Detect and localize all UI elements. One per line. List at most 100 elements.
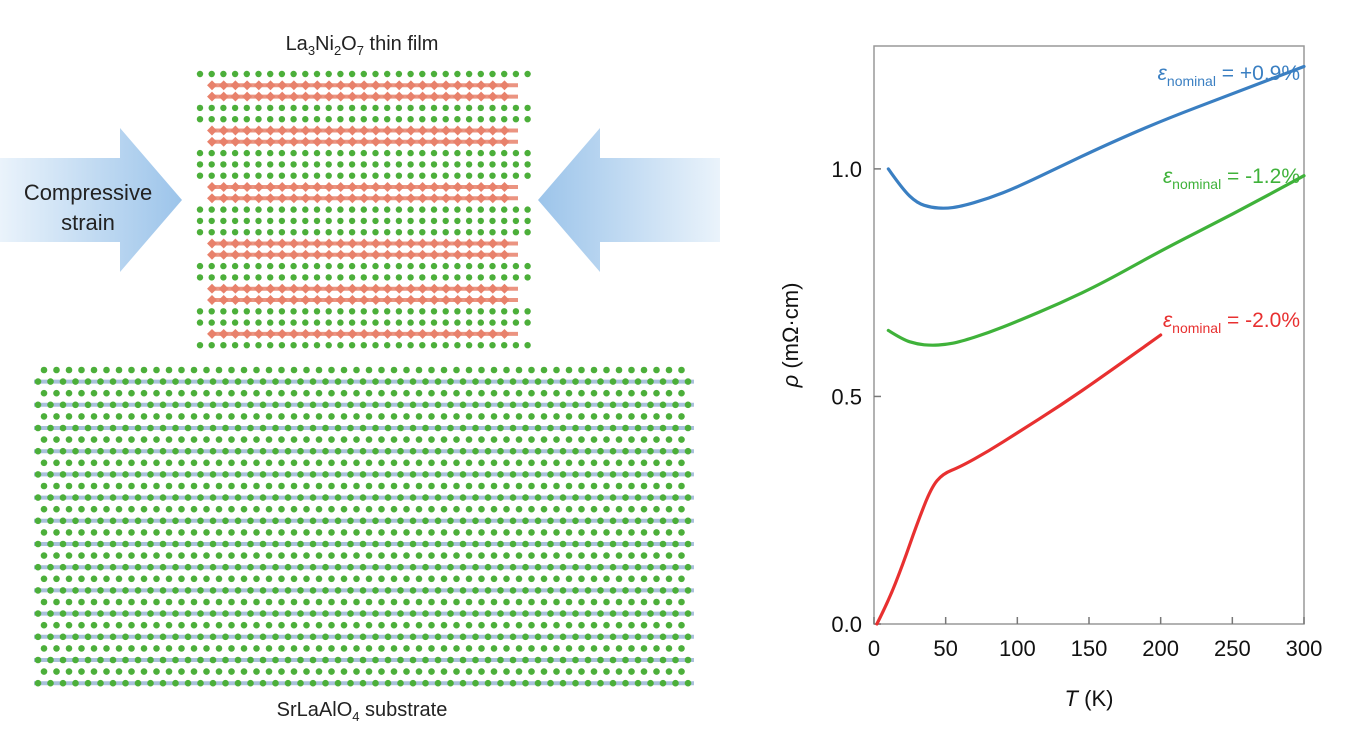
film-atom: [255, 342, 262, 349]
substrate-atom: [397, 563, 404, 571]
film-octahedron: [429, 91, 440, 102]
substrate-atom: [147, 610, 154, 617]
substrate-atom: [547, 679, 554, 687]
film-octahedron: [253, 283, 264, 294]
substrate-atom: [353, 366, 360, 374]
substrate-atom: [240, 436, 248, 443]
substrate-atom: [659, 610, 667, 617]
substrate-atom: [653, 436, 660, 443]
substrate-atom: [634, 540, 642, 548]
film-atom: [454, 262, 461, 270]
substrate-atom: [259, 633, 267, 641]
film-atom: [454, 172, 461, 179]
film-octahedron: [499, 91, 510, 102]
substrate-atom: [47, 494, 54, 501]
film-octahedron: [347, 91, 358, 102]
film-atom: [512, 161, 520, 168]
substrate-atom: [359, 401, 367, 409]
film-atom: [313, 262, 321, 270]
film-atom: [512, 342, 520, 349]
film-atom: [325, 342, 332, 349]
film-octahedron: [265, 182, 276, 192]
substrate-atom: [584, 517, 592, 525]
substrate-atom: [65, 482, 73, 490]
film-atom: [395, 229, 403, 236]
substrate-atom: [53, 575, 60, 583]
substrate-atom: [209, 424, 217, 432]
substrate-atom: [122, 471, 129, 478]
substrate-atom: [140, 529, 148, 536]
substrate-atom: [159, 540, 167, 548]
film-atom: [524, 308, 531, 315]
substrate-atom: [72, 424, 79, 432]
substrate-atom: [603, 505, 610, 513]
substrate-atom: [190, 366, 198, 374]
substrate-atom: [459, 447, 467, 455]
substrate-atom: [353, 505, 360, 513]
substrate-atom: [34, 540, 42, 548]
substrate-atom: [315, 575, 323, 583]
substrate-atom: [278, 389, 285, 397]
substrate-atom: [278, 645, 285, 652]
y-tick-label: 0.0: [831, 612, 862, 637]
film-atom: [267, 149, 274, 157]
substrate-atom: [40, 389, 48, 397]
film-atom: [243, 217, 250, 225]
substrate-atom: [165, 575, 173, 583]
substrate-atom: [547, 378, 554, 385]
substrate-atom: [515, 436, 523, 443]
film-atom: [325, 274, 332, 281]
substrate-atom: [234, 447, 242, 455]
substrate-atom: [634, 633, 642, 641]
film-octahedron: [359, 295, 370, 305]
arrow-label-line2: strain: [61, 210, 115, 235]
substrate-atom: [684, 610, 692, 617]
film-atom: [501, 217, 508, 225]
film-octahedron: [288, 238, 299, 249]
substrate-atom: [472, 587, 479, 594]
substrate-atom: [340, 552, 348, 559]
y-tick-label: 0.5: [831, 384, 862, 409]
substrate-atom: [315, 621, 323, 629]
substrate-atom: [478, 482, 485, 490]
film-atom: [454, 104, 461, 112]
film-octahedron: [487, 193, 498, 204]
substrate-atom: [447, 656, 454, 664]
film-atom: [512, 172, 520, 179]
film-atom: [372, 172, 379, 179]
substrate-atom: [347, 587, 354, 594]
substrate-atom: [684, 447, 692, 455]
substrate-atom: [584, 610, 592, 617]
film-atom: [313, 308, 321, 315]
substrate-atom: [340, 413, 348, 420]
film-atom: [313, 342, 321, 349]
substrate-atom: [590, 482, 598, 490]
substrate-atom: [172, 656, 179, 664]
substrate-atom: [240, 482, 248, 490]
substrate-atom: [653, 482, 660, 490]
substrate-atom: [584, 633, 592, 641]
substrate-atom: [109, 401, 117, 409]
substrate-atom: [622, 587, 629, 594]
film-atom: [360, 70, 367, 78]
film-octahedron: [417, 91, 428, 102]
substrate-atom: [647, 563, 654, 571]
film-atom: [220, 116, 227, 123]
film-atom: [267, 206, 274, 213]
substrate-atom: [397, 656, 404, 664]
film-octahedron: [347, 125, 358, 136]
film-atom: [337, 161, 344, 168]
substrate-atom: [665, 668, 673, 675]
film-atom: [337, 262, 344, 270]
substrate-atom: [265, 529, 273, 536]
film-atom: [442, 149, 449, 157]
substrate-atom: [384, 494, 392, 501]
film-octahedron: [230, 238, 241, 249]
substrate-atom: [628, 366, 635, 374]
film-atom: [395, 206, 403, 213]
substrate-atom: [459, 610, 467, 617]
substrate-atom: [128, 459, 135, 467]
film-octahedron: [476, 328, 487, 339]
film-atom: [524, 161, 531, 168]
film-atom: [524, 104, 531, 112]
